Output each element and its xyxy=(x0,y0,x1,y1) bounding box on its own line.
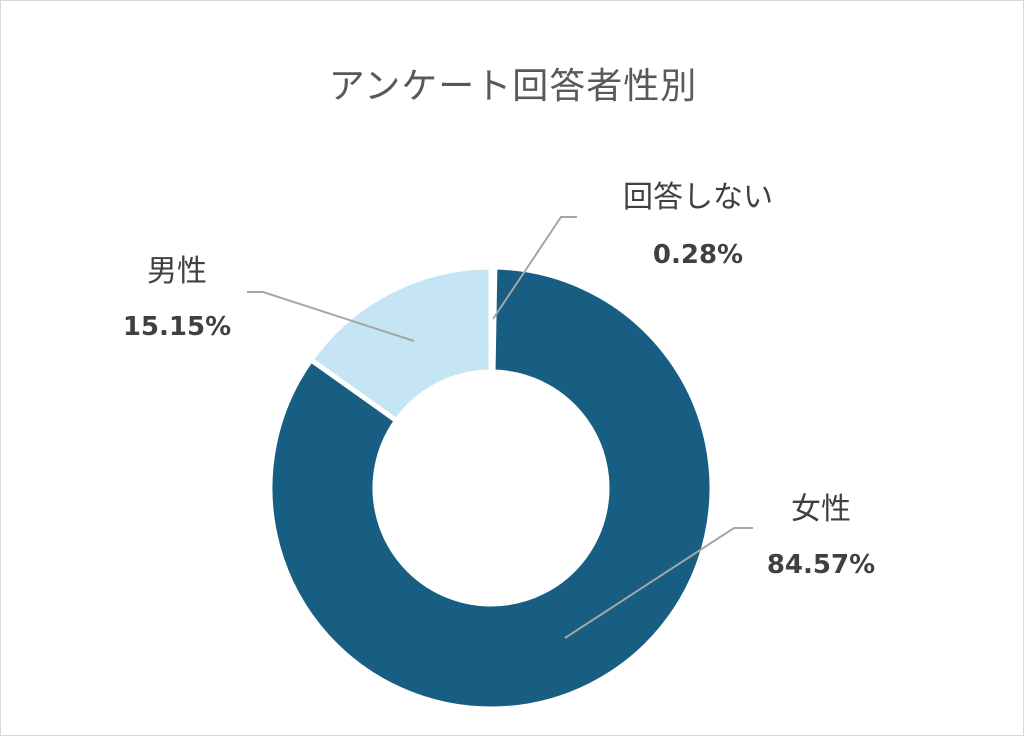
donut-slices xyxy=(267,264,715,712)
slice-label-female: 女性 xyxy=(791,492,851,527)
leader-line-female xyxy=(564,527,753,639)
slice-label-no-answer: 回答しない xyxy=(623,180,773,215)
slice-value-male: 15.15% xyxy=(123,312,231,342)
slice-female xyxy=(267,264,715,712)
slice-value-female: 84.57% xyxy=(767,550,875,580)
slice-label-male: 男性 xyxy=(147,254,207,289)
leader-lines xyxy=(247,216,753,639)
chart-title: アンケート回答者性別 xyxy=(328,66,698,107)
slice-value-no-answer: 0.28% xyxy=(653,240,743,270)
slice-male xyxy=(308,264,494,424)
leader-line-male xyxy=(247,291,415,342)
leader-line-no-answer xyxy=(492,216,577,320)
